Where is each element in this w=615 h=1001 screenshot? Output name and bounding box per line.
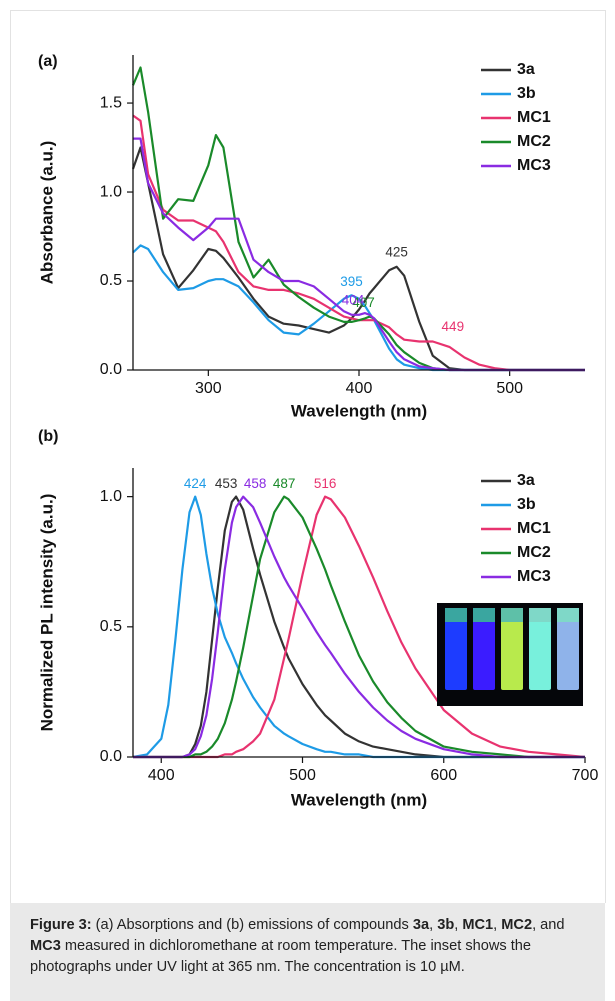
legend-label: MC1 bbox=[517, 109, 551, 126]
peak-label: 404 bbox=[342, 293, 365, 308]
peak-label: 487 bbox=[273, 476, 296, 491]
x-tick-label: 400 bbox=[148, 767, 175, 784]
y-tick-label: 0.0 bbox=[100, 361, 122, 378]
caption-text: (a) Absorptions and (b) emissions of com… bbox=[91, 917, 413, 933]
y-tick-label: 0.5 bbox=[100, 618, 122, 635]
y-tick-label: 1.0 bbox=[100, 488, 122, 505]
caption-text: , and bbox=[532, 917, 569, 933]
caption-text: MC3 bbox=[30, 938, 61, 954]
legend-label: 3b bbox=[517, 85, 536, 102]
y-tick-label: 1.0 bbox=[100, 183, 122, 200]
caption-text: Figure 3: bbox=[30, 917, 92, 933]
panel-label: (a) bbox=[38, 53, 58, 70]
y-tick-label: 0.0 bbox=[100, 748, 122, 765]
caption-text: , bbox=[493, 917, 502, 933]
legend-label: MC2 bbox=[517, 133, 551, 150]
legend-label: 3b bbox=[517, 496, 536, 513]
inset-photo bbox=[437, 603, 583, 706]
legend-label: MC3 bbox=[517, 568, 551, 585]
series-line bbox=[132, 114, 585, 372]
series-line bbox=[133, 495, 585, 759]
caption-text: measured in dichloromethane at room temp… bbox=[30, 938, 536, 975]
panel-label: (b) bbox=[38, 428, 58, 445]
legend-label: 3a bbox=[517, 61, 535, 78]
legend-label: 3a bbox=[517, 472, 535, 489]
y-axis-label: Normalized PL intensity (a.u.) bbox=[37, 494, 56, 732]
x-tick-label: 500 bbox=[496, 380, 523, 397]
caption-text: MC1 bbox=[462, 917, 494, 933]
peak-label: 424 bbox=[184, 476, 207, 491]
x-axis-label: Wavelength (nm) bbox=[291, 790, 427, 809]
caption-text: 3b bbox=[437, 917, 455, 933]
peak-label: 407 bbox=[352, 295, 375, 310]
peak-label: 516 bbox=[314, 476, 337, 491]
legend-label: MC2 bbox=[517, 544, 551, 561]
caption: Figure 3: (a) Absorptions and (b) emissi… bbox=[10, 903, 605, 1001]
peak-label: 458 bbox=[244, 476, 267, 491]
x-tick-label: 700 bbox=[572, 767, 599, 784]
x-tick-label: 600 bbox=[430, 767, 457, 784]
peak-label: 395 bbox=[340, 274, 363, 289]
peak-label: 453 bbox=[215, 476, 238, 491]
legend-label: MC3 bbox=[517, 157, 551, 174]
x-tick-label: 400 bbox=[346, 380, 373, 397]
x-tick-label: 500 bbox=[289, 767, 316, 784]
x-axis-label: Wavelength (nm) bbox=[291, 401, 427, 420]
y-tick-label: 1.5 bbox=[100, 94, 122, 111]
y-tick-label: 0.5 bbox=[100, 272, 122, 289]
peak-label: 449 bbox=[442, 319, 465, 334]
caption-text: , bbox=[454, 917, 463, 933]
figure: (a) Wavelength (nm) Absorbance (a.u.) 0.0 0.… bbox=[37, 53, 599, 809]
peak-label: 425 bbox=[385, 244, 408, 259]
caption-text: MC2 bbox=[501, 917, 533, 933]
figure-frame bbox=[10, 10, 606, 903]
legend-label: MC1 bbox=[517, 520, 551, 537]
caption-text: 3a bbox=[412, 917, 430, 933]
caption-text: , bbox=[429, 917, 438, 933]
y-axis-label: Absorbance (a.u.) bbox=[37, 141, 56, 285]
x-tick-label: 300 bbox=[195, 380, 222, 397]
